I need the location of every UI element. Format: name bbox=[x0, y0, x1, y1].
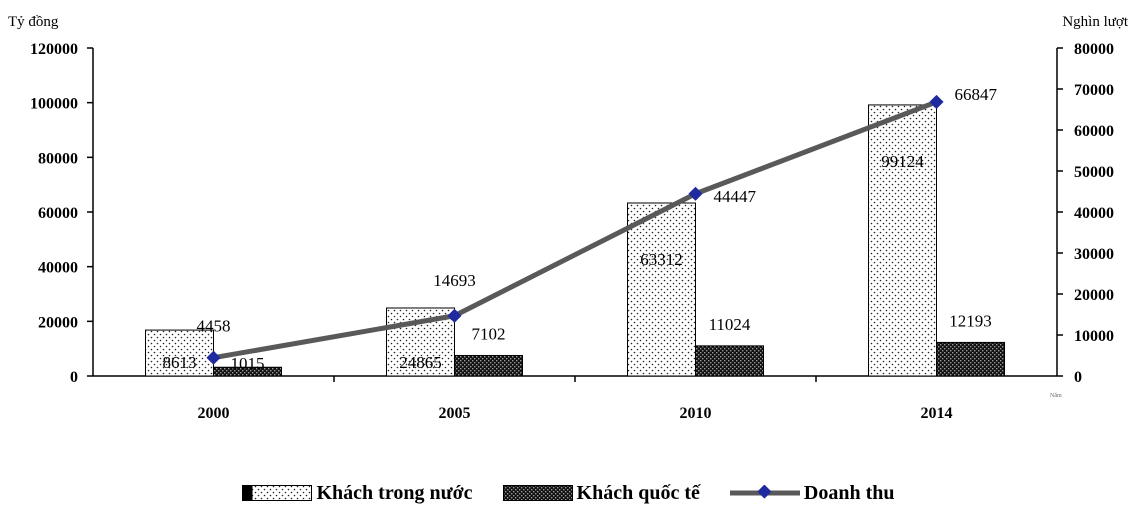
left-axis-unit: Tỷ đồng bbox=[8, 14, 59, 30]
right-tick-label: 50000 bbox=[1074, 164, 1114, 181]
domestic-swatch-icon bbox=[242, 485, 313, 501]
x-tick-label: 2014 bbox=[921, 405, 953, 422]
right-tick-label: 70000 bbox=[1074, 82, 1114, 99]
revenue-point bbox=[206, 350, 221, 365]
domestic-value-label: 24865 bbox=[399, 353, 442, 372]
left-tick-label: 40000 bbox=[38, 260, 78, 277]
left-tick-label: 60000 bbox=[38, 205, 78, 222]
right-tick-label: 80000 bbox=[1074, 41, 1114, 58]
international-value-label: 12193 bbox=[949, 311, 992, 330]
revenue-value-label: 44447 bbox=[714, 187, 757, 206]
international-bar bbox=[936, 341, 1005, 377]
revenue-point bbox=[688, 186, 703, 201]
data-labels: 8613 24865 63312 99124 1015 7102 11024 12193 445… bbox=[163, 85, 998, 373]
legend-item-international: Khách quốc tế bbox=[502, 481, 700, 505]
right-tick-label: 60000 bbox=[1074, 123, 1114, 140]
legend-label-domestic: Khách trong nước bbox=[316, 481, 473, 504]
international-value-label: 7102 bbox=[472, 324, 506, 343]
legend-label-revenue: Doanh thu bbox=[803, 481, 895, 504]
international-bar bbox=[695, 345, 764, 377]
revenue-line-icon bbox=[729, 485, 800, 499]
revenue-point bbox=[929, 94, 944, 109]
international-bar bbox=[454, 354, 523, 377]
x-tick-label: 2010 bbox=[680, 405, 712, 422]
revenue-line bbox=[206, 94, 944, 365]
x-axis-unit: Năm bbox=[1050, 393, 1062, 399]
revenue-polyline bbox=[213, 99, 938, 361]
international-value-label: 1015 bbox=[231, 354, 265, 373]
international-value-label: 11024 bbox=[709, 315, 751, 334]
international-swatch-icon bbox=[502, 485, 573, 501]
legend-label-international: Khách quốc tế bbox=[576, 481, 700, 504]
domestic-value-label: 99124 bbox=[881, 152, 924, 171]
revenue-point bbox=[447, 308, 462, 323]
right-tick-label: 40000 bbox=[1074, 205, 1114, 222]
legend-item-revenue: Doanh thu bbox=[729, 481, 895, 505]
right-tick-label: 20000 bbox=[1074, 287, 1114, 304]
left-tick-label: 80000 bbox=[38, 150, 78, 167]
domestic-bar bbox=[868, 104, 937, 377]
x-tick-label: 2005 bbox=[439, 405, 471, 422]
chart: Tỷ đồng Nghìn lượt 020000400006000080000… bbox=[8, 14, 1129, 422]
right-tick-label: 30000 bbox=[1074, 246, 1114, 263]
x-tick-label: 2000 bbox=[198, 405, 230, 422]
revenue-value-label: 14693 bbox=[433, 271, 476, 290]
revenue-value-label: 66847 bbox=[955, 85, 998, 104]
left-tick-label: 20000 bbox=[38, 314, 78, 331]
legend-item-domestic: Khách trong nước bbox=[242, 481, 473, 505]
right-axis-unit: Nghìn lượt bbox=[1062, 14, 1128, 30]
right-tick-label: 0 bbox=[1074, 369, 1082, 386]
left-tick-label: 120000 bbox=[30, 41, 78, 58]
x-axis-ticks: 2000 2005 2010 2014 bbox=[198, 376, 953, 422]
left-axis-ticks: 0 20000 40000 60000 80000 100000 120000 bbox=[30, 41, 93, 386]
domestic-bar bbox=[627, 202, 696, 377]
right-axis-ticks: 0 10000 20000 30000 40000 50000 60000 70000 8000… bbox=[1057, 41, 1114, 386]
left-tick-label: 0 bbox=[70, 369, 78, 386]
revenue-value-label: 4458 bbox=[197, 317, 231, 336]
legend: Khách trong nước Khách quốc tế Doanh thu bbox=[0, 480, 1137, 506]
bars bbox=[145, 104, 1005, 377]
domestic-value-label: 63312 bbox=[640, 250, 683, 269]
left-tick-label: 100000 bbox=[30, 96, 78, 113]
domestic-value-label: 8613 bbox=[163, 353, 197, 372]
international-bar bbox=[213, 366, 282, 377]
domestic-bar bbox=[145, 329, 214, 377]
right-tick-label: 10000 bbox=[1074, 328, 1114, 345]
